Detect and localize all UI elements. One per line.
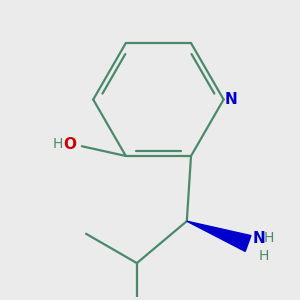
Text: H: H xyxy=(258,249,269,263)
Text: N: N xyxy=(252,231,265,246)
Text: H: H xyxy=(264,231,274,245)
Text: O: O xyxy=(63,136,76,152)
Text: H: H xyxy=(52,137,63,151)
Polygon shape xyxy=(187,221,251,251)
Text: N: N xyxy=(225,92,238,107)
